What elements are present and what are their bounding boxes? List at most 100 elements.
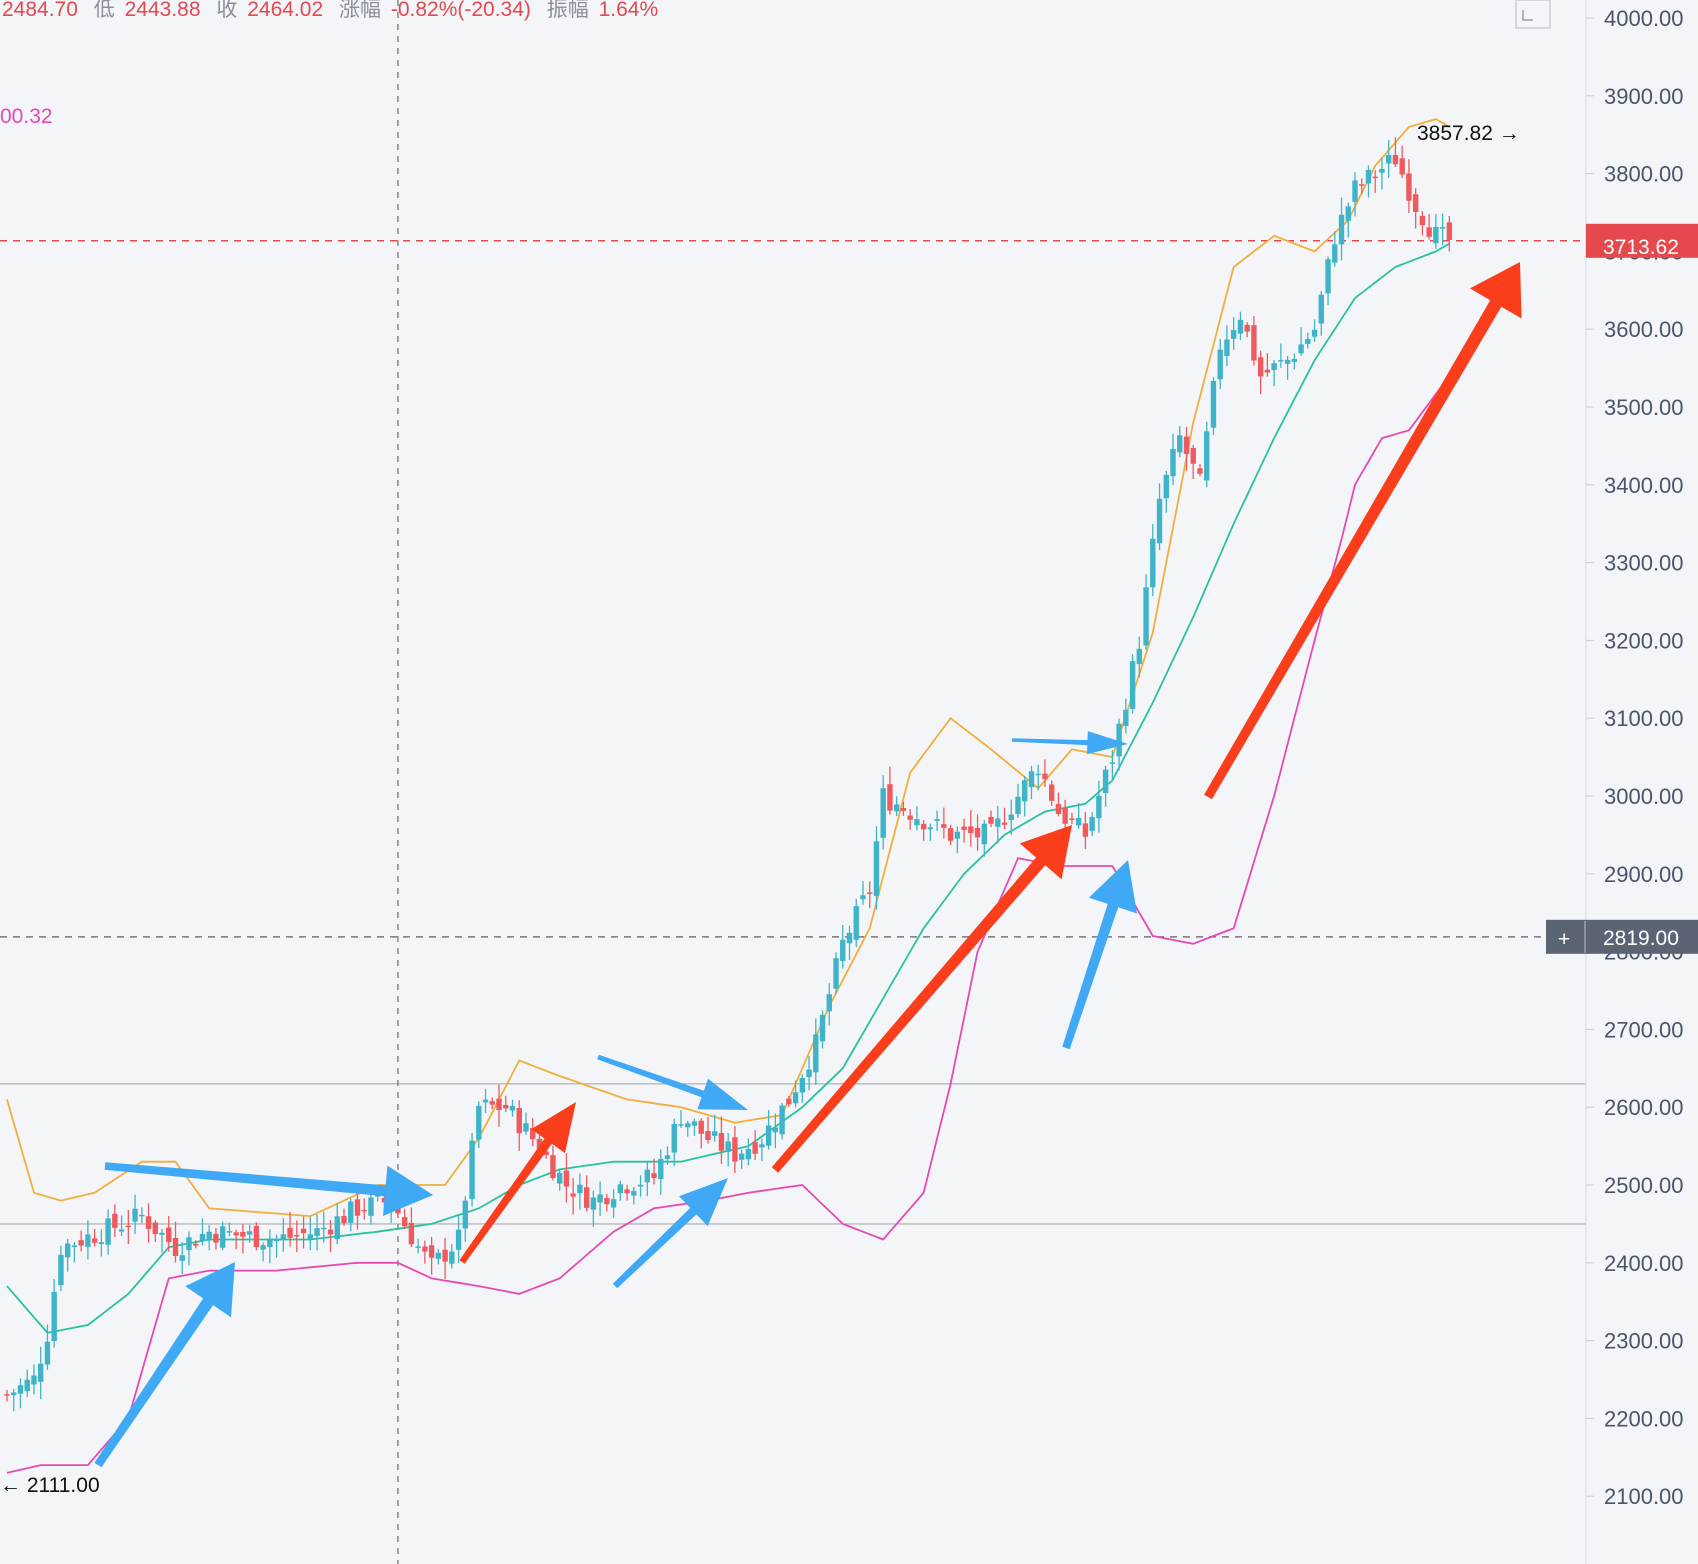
candle-body [853, 906, 859, 940]
annotation-arrow [1204, 262, 1522, 800]
ohlc-header: 2484.70 低 2443.88 收 2464.02 涨幅 -0.82%(-2… [2, 0, 658, 21]
y-tick-label: 2500.00 [1604, 1173, 1684, 1198]
candle-body [1439, 227, 1446, 229]
amplitude-value: 1.64% [599, 0, 659, 21]
candle-body [1365, 169, 1372, 184]
y-tick-label: 2700.00 [1604, 1017, 1684, 1042]
candle-body [927, 827, 934, 830]
candle-body [637, 1184, 644, 1187]
y-tick-label: 3000.00 [1604, 784, 1684, 809]
y-tick-label: 3200.00 [1604, 628, 1684, 653]
candle-body [691, 1121, 698, 1126]
candle-body [105, 1218, 111, 1245]
candle-body [1156, 498, 1163, 544]
candle-body [1325, 259, 1331, 294]
annotation-arrow [104, 1162, 433, 1216]
candle-body [786, 1098, 792, 1105]
candle-body [900, 807, 907, 811]
y-tick-label: 3100.00 [1604, 706, 1684, 731]
plot-area[interactable] [0, 0, 1586, 1564]
candle-body [1419, 215, 1426, 226]
candle-body [159, 1232, 165, 1235]
candle-body [132, 1208, 138, 1222]
candle-body [1318, 294, 1324, 324]
candle-body [334, 1216, 340, 1240]
candle-body [1392, 154, 1399, 165]
candle-body [1244, 324, 1250, 332]
candle-body [422, 1246, 428, 1252]
fullscreen-icon[interactable] [1515, 0, 1551, 29]
candle-body [503, 1104, 509, 1109]
candle-body [361, 1210, 367, 1212]
candle-body [752, 1142, 758, 1154]
candle-body [213, 1233, 219, 1243]
candle-body [543, 1151, 549, 1155]
candle-body [1035, 773, 1041, 776]
candle-body [1278, 360, 1284, 362]
annotation-arrow [459, 1102, 576, 1264]
y-tick-label: 2400.00 [1604, 1251, 1684, 1276]
candle-body [1136, 648, 1143, 664]
candle-body [287, 1227, 293, 1238]
candle-body [954, 831, 961, 839]
candle-body [240, 1231, 246, 1237]
candle-body [765, 1125, 772, 1146]
candle-body [38, 1363, 44, 1382]
candle-body [523, 1123, 529, 1132]
candle-body [530, 1128, 536, 1140]
candle-body [58, 1254, 64, 1286]
candle-body [624, 1189, 630, 1194]
candle-body [1332, 244, 1338, 263]
candle-body [779, 1105, 785, 1135]
annotation-arrows [94, 262, 1522, 1468]
candle-body [617, 1184, 624, 1194]
candle-body [705, 1131, 711, 1140]
candle-body [1163, 474, 1169, 499]
candle-body [718, 1132, 725, 1151]
candle-body [125, 1225, 132, 1228]
candle-body [1116, 723, 1122, 757]
candle-body [509, 1105, 516, 1111]
y-tick-label: 2100.00 [1604, 1484, 1684, 1509]
candle-body [327, 1229, 334, 1235]
candle-body [1055, 804, 1062, 814]
candle-body [685, 1123, 691, 1128]
crosshair-price-tag: + 2819.00 [1546, 919, 1698, 954]
current-price-tag: 3713.62 [1586, 223, 1698, 259]
candle-body [267, 1240, 273, 1247]
candle-body [880, 788, 886, 838]
y-tick-label: 3600.00 [1604, 317, 1684, 342]
candle-body [826, 994, 832, 1012]
candle-body [179, 1255, 185, 1261]
low-value: 2443.88 [125, 0, 201, 21]
candle-body [98, 1242, 105, 1244]
candle-body [1372, 176, 1378, 179]
candle-body [1406, 173, 1412, 201]
candle-body [550, 1155, 556, 1178]
candle-body [947, 828, 954, 841]
candle-body [489, 1101, 495, 1105]
candle-body [1082, 823, 1089, 837]
candle-body [341, 1215, 347, 1224]
candle-body [24, 1379, 30, 1392]
candle-body [833, 958, 839, 989]
candle-body [226, 1231, 233, 1233]
candle-body [860, 895, 866, 900]
candle-body [1264, 369, 1271, 373]
low-annotation: ← 2111.00 [0, 1474, 100, 1497]
candle-body [658, 1158, 664, 1179]
candle-body [840, 939, 846, 962]
annotation-arrow [612, 1178, 728, 1289]
candle-body [233, 1232, 239, 1236]
candle-body [1069, 818, 1075, 821]
candle-body [1291, 359, 1298, 362]
candle-body [496, 1098, 502, 1111]
y-tick-label: 3400.00 [1604, 473, 1684, 498]
y-tick-label: 3800.00 [1604, 162, 1684, 187]
candle-body [961, 826, 967, 830]
candle-body [428, 1245, 435, 1258]
candle-body [590, 1197, 597, 1210]
candle-body [273, 1238, 280, 1242]
candle-body [4, 1394, 10, 1396]
